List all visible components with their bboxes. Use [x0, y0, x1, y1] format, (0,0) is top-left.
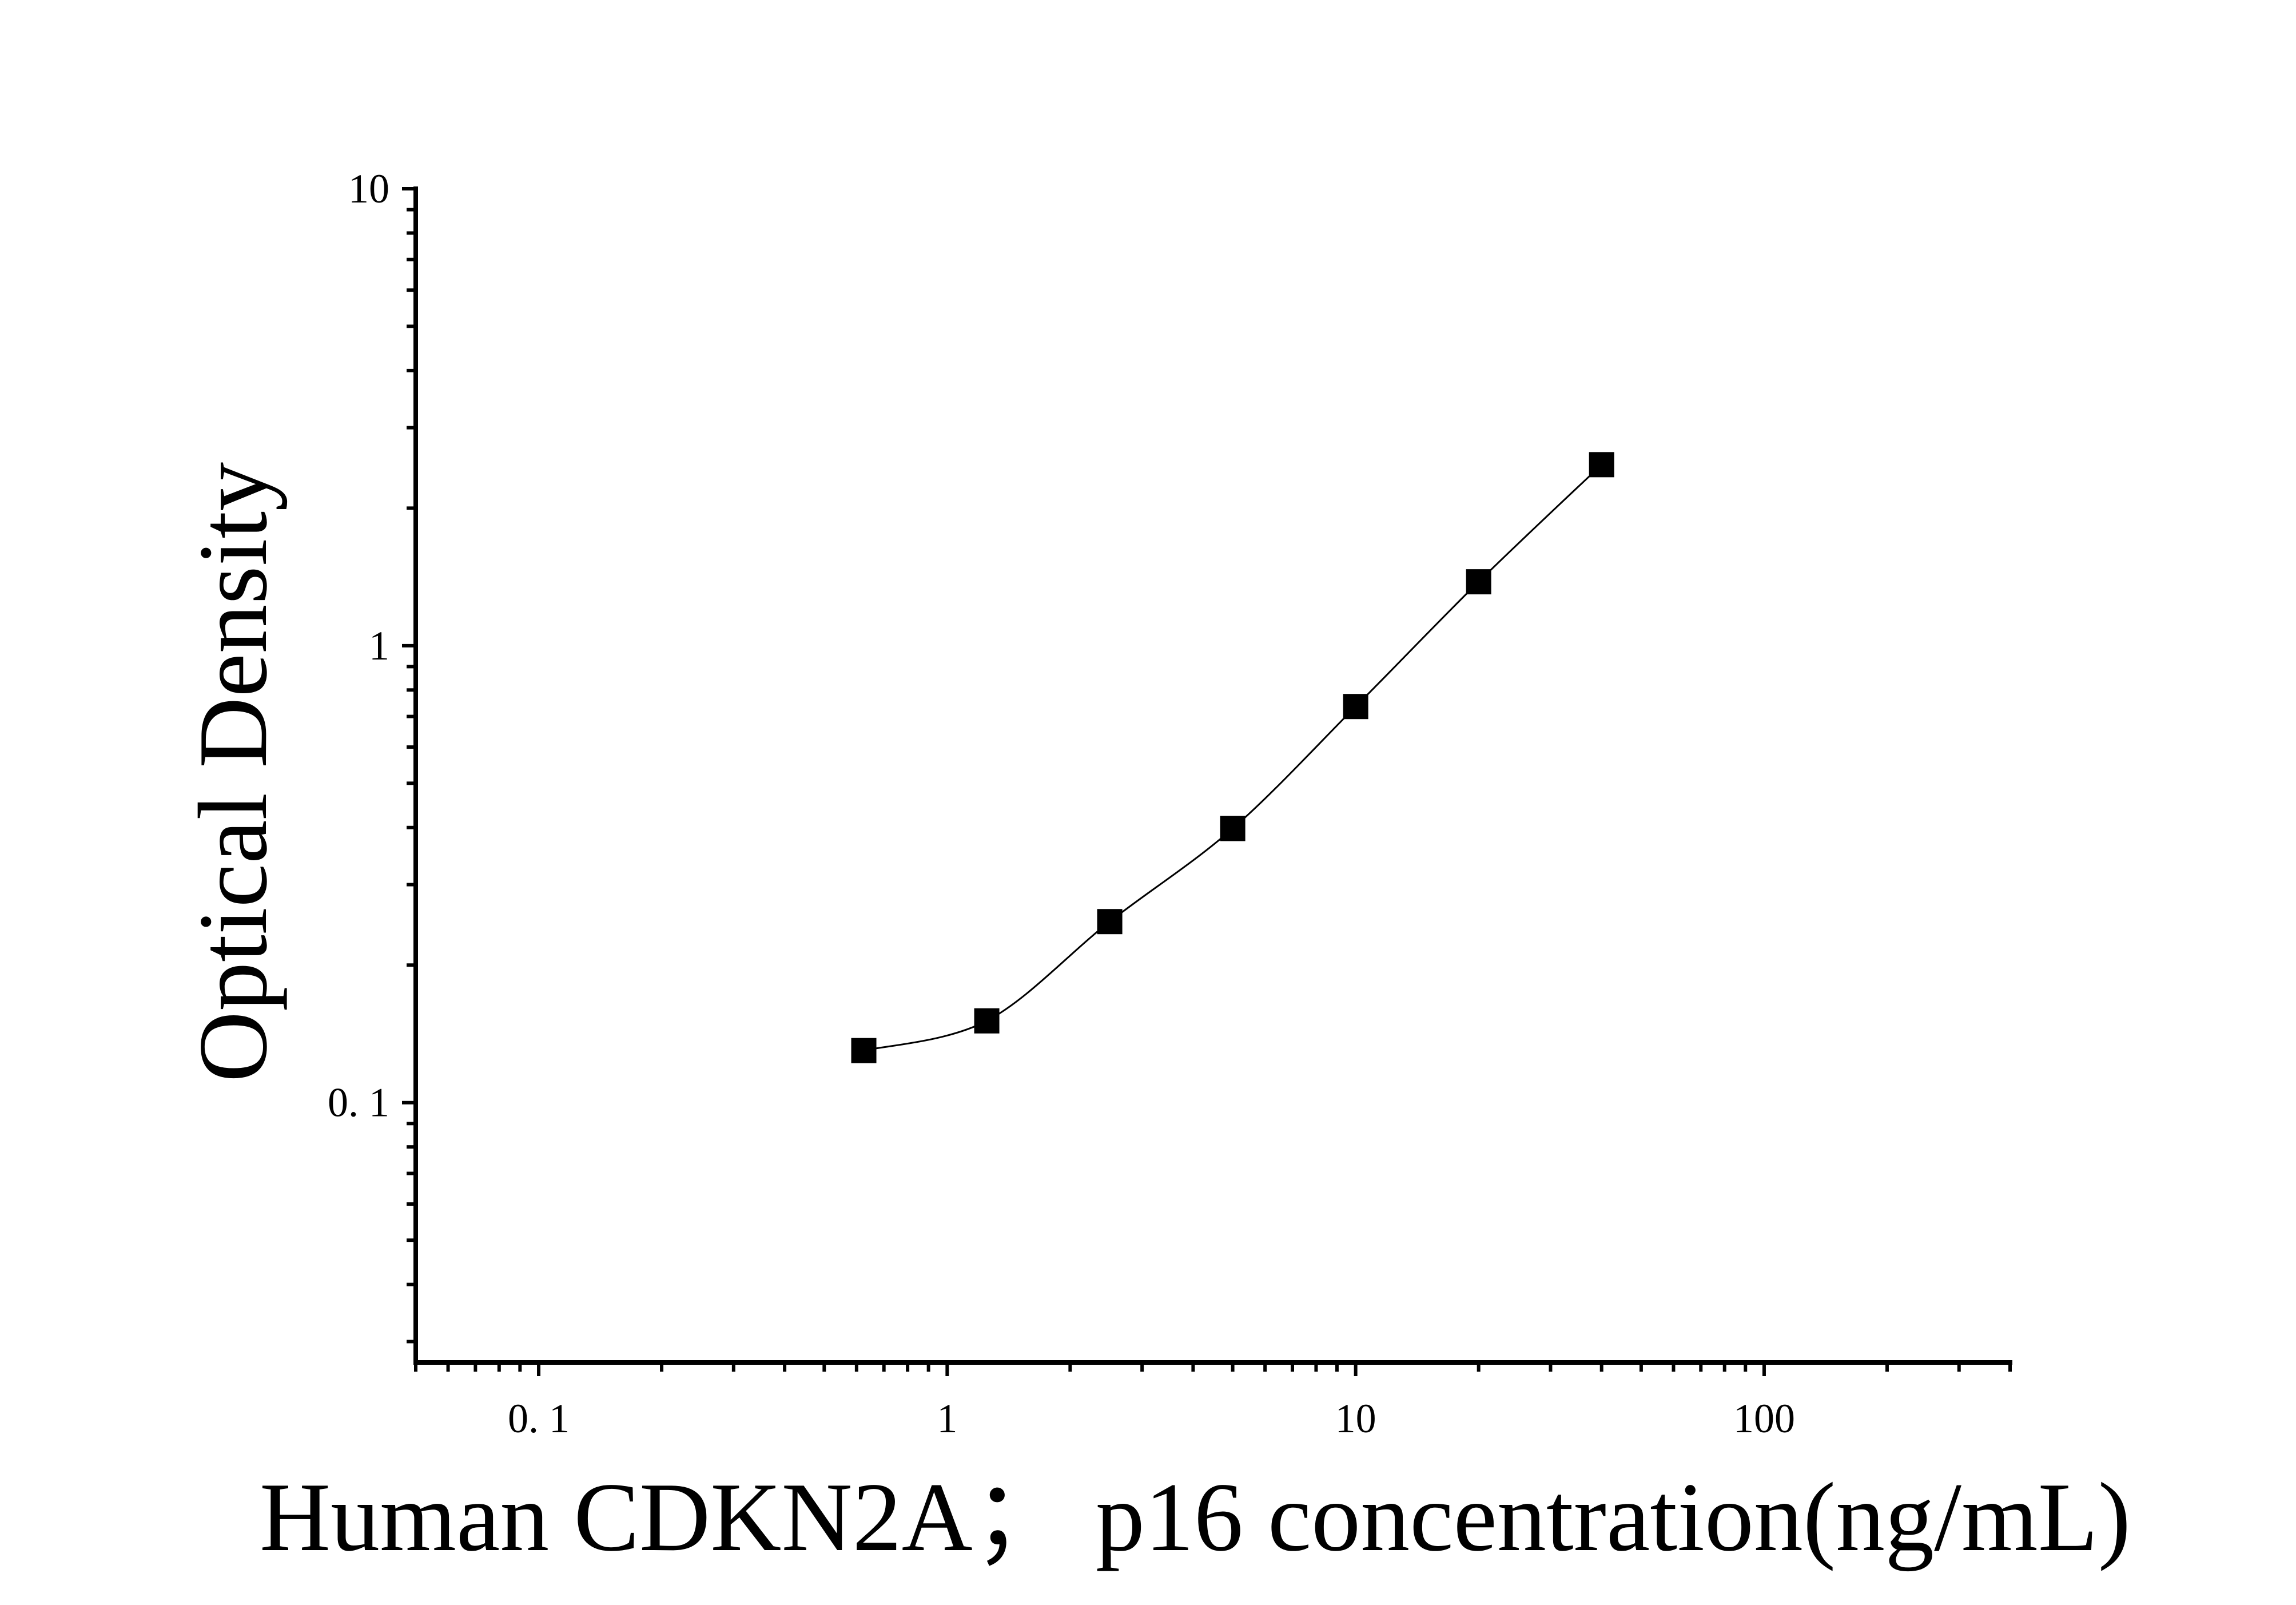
x-tick-label: 100: [1733, 1396, 1795, 1441]
data-point: [1097, 909, 1123, 935]
x-tick-label: 1: [937, 1396, 957, 1441]
y-axis-ticks: [402, 187, 416, 1344]
data-point: [1466, 569, 1491, 595]
data-points: [851, 452, 1614, 1063]
y-tick-label: 10: [348, 166, 389, 212]
data-point: [1589, 452, 1614, 478]
data-point: [974, 1008, 1000, 1034]
data-point: [1343, 694, 1368, 720]
y-axis-tick-labels: 0. 1 1 10: [328, 166, 389, 1126]
x-axis-title: Human CDKN2A； p16 concentration(ng/mL): [260, 1463, 2131, 1572]
y-tick-label: 1: [369, 623, 389, 669]
x-tick-label: 0. 1: [508, 1396, 570, 1441]
y-tick-label: 0. 1: [328, 1080, 389, 1126]
x-axis-ticks: [414, 1362, 2012, 1376]
x-tick-label: 10: [1335, 1396, 1376, 1441]
data-point: [851, 1038, 877, 1063]
data-point: [1220, 816, 1246, 841]
x-axis-tick-labels: 0. 1 1 10 100: [508, 1396, 1795, 1441]
y-axis-title: Optical Density: [179, 462, 288, 1082]
